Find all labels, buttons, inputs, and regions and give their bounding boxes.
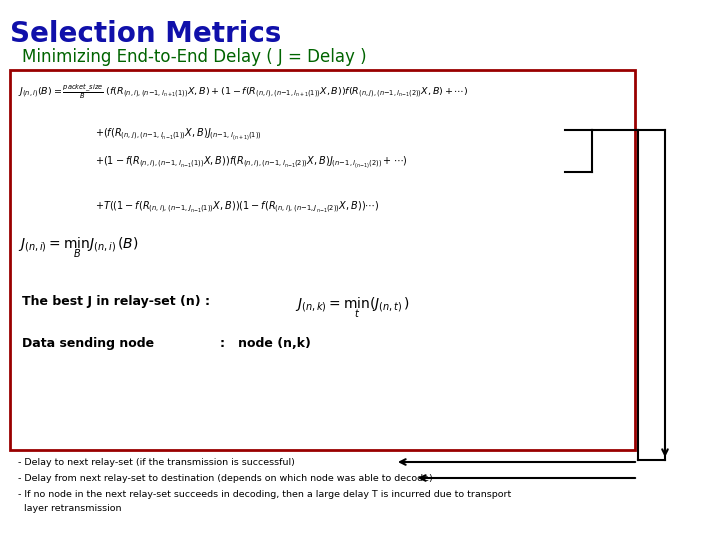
Text: $J_{(n,k)}=\min_{t}(J_{(n,t)})$: $J_{(n,k)}=\min_{t}(J_{(n,t)})$: [295, 295, 410, 320]
Text: The best J in relay-set (n) :: The best J in relay-set (n) :: [22, 295, 210, 308]
Text: Minimizing End-to-End Delay ( J = Delay ): Minimizing End-to-End Delay ( J = Delay …: [22, 48, 366, 66]
Text: $+T((1-f(R_{(n,i),(n{-}1,J_{n{-}1}(1))}X,B))(1-f(R_{(n,i),(n{-}1,J_{n{-}1}(2))}X: $+T((1-f(R_{(n,i),(n{-}1,J_{n{-}1}(1))}X…: [95, 200, 379, 215]
Text: $+(1-f(R_{(n,i),(n{-}1,l_{n{-}1}(1))}X,B))f(R_{(n,i),(n{-}1,l_{n{-}1}(2))}X,B)J_: $+(1-f(R_{(n,i),(n{-}1,l_{n{-}1}(1))}X,B…: [95, 155, 408, 171]
Text: Data sending node: Data sending node: [22, 337, 154, 350]
Text: layer retransmission: layer retransmission: [18, 504, 122, 513]
Text: $+(f(R_{(n,j),(n{-}1,l_{n{-}1}(1))}X,B)J_{(n{-}1,l_{(n+1)}(1))}$: $+(f(R_{(n,j),(n{-}1,l_{n{-}1}(1))}X,B)J…: [95, 127, 262, 143]
Text: - If no node in the next relay-set succeeds in decoding, then a large delay T is: - If no node in the next relay-set succe…: [18, 490, 511, 499]
Text: $J_{(n,i)}=\min_{B}J_{(n,i)}(B)$: $J_{(n,i)}=\min_{B}J_{(n,i)}(B)$: [18, 235, 139, 260]
Text: :   node (n,k): : node (n,k): [220, 337, 311, 350]
Bar: [10, 70, 635, 450]
Text: - Delay from next relay-set to destination (depends on which node was able to de: - Delay from next relay-set to destinati…: [18, 474, 433, 483]
Text: $J_{(n,i)}(B)=\frac{packet\_size}{B}\ (f(R_{(n,i),(n{-}1,l_{n+1}(1))}X,B)+(1-f(R: $J_{(n,i)}(B)=\frac{packet\_size}{B}\ (f…: [18, 82, 469, 100]
Text: - Delay to next relay-set (if the transmission is successful): - Delay to next relay-set (if the transm…: [18, 458, 295, 467]
Text: Selection Metrics: Selection Metrics: [10, 20, 282, 48]
